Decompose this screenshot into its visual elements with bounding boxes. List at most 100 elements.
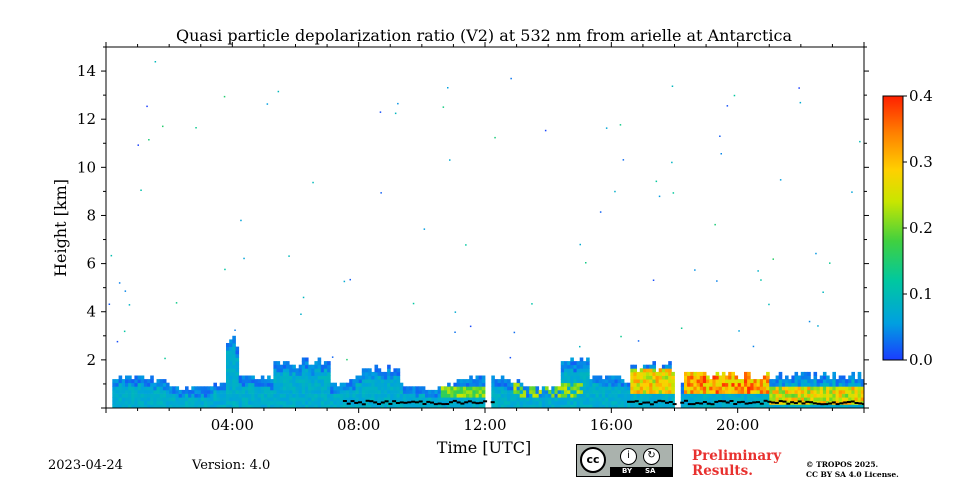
heatmap-cell <box>665 382 669 387</box>
heatmap-cell <box>380 375 385 380</box>
heatmap-cell <box>229 386 233 391</box>
low-signal-marker <box>778 400 783 403</box>
sparse-return <box>815 252 817 255</box>
heatmap-cell <box>646 393 650 398</box>
heatmap-cell <box>800 386 805 391</box>
heatmap-cell <box>557 404 562 408</box>
heatmap-cell <box>582 389 587 394</box>
heatmap-cell <box>121 389 126 394</box>
x-axis: 04:00 08:00 12:00 16:00 20:00 <box>105 42 865 434</box>
heatmap-cell <box>137 386 142 391</box>
sparse-return <box>738 330 740 332</box>
heatmap-cell <box>478 379 483 384</box>
heatmap-cell <box>365 393 369 398</box>
heatmap-cell <box>292 371 296 376</box>
heatmap-cell <box>649 393 653 398</box>
heatmap-cell <box>166 389 170 394</box>
heatmap-cell <box>226 353 230 358</box>
heatmap-cell <box>687 397 691 402</box>
heatmap-cell <box>554 389 559 394</box>
heatmap-cell <box>273 375 277 380</box>
heatmap-cell <box>377 400 382 405</box>
heatmap-cell <box>320 400 325 405</box>
heatmap-cell <box>854 389 859 394</box>
heatmap-cell <box>226 361 230 366</box>
heatmap-cell <box>715 382 720 387</box>
heatmap-cell <box>690 404 694 408</box>
low-signal-marker <box>456 401 461 404</box>
heatmap-cell <box>687 382 691 387</box>
heatmap-cell <box>305 397 309 402</box>
heatmap-cell <box>377 386 382 391</box>
heatmap-cell <box>756 382 761 387</box>
sparse-return <box>465 244 467 246</box>
heatmap-cell <box>270 389 274 394</box>
heatmap-cell <box>788 393 792 398</box>
heatmap-cell <box>665 397 669 402</box>
heatmap-cell <box>788 397 792 402</box>
heatmap-cell <box>333 382 337 387</box>
heatmap-cell <box>564 386 568 391</box>
heatmap-cell <box>308 397 312 402</box>
heatmap-cell <box>567 371 571 376</box>
heatmap-cell <box>361 386 366 391</box>
heatmap-cell <box>342 386 347 391</box>
heatmap-cell <box>453 393 457 398</box>
heatmap-cell <box>728 375 732 380</box>
heatmap-cell <box>636 379 641 384</box>
heatmap-cell <box>718 386 723 391</box>
heatmap-cell <box>649 386 653 391</box>
heatmap-cell <box>519 389 524 394</box>
heatmap-cell <box>447 400 451 405</box>
heatmap-cell <box>560 375 565 380</box>
heatmap-cell <box>794 375 799 380</box>
heatmap-cell <box>390 382 394 387</box>
heatmap-cell <box>150 386 154 391</box>
heatmap-cell <box>750 404 754 408</box>
sparse-return <box>720 153 722 155</box>
heatmap-cell <box>472 382 476 387</box>
heatmap-cell <box>327 397 331 402</box>
heatmap-cell <box>263 404 268 408</box>
heatmap-cell <box>579 397 584 402</box>
heatmap-cell <box>696 397 701 402</box>
heatmap-cell <box>232 343 236 347</box>
heatmap-cell <box>753 397 758 402</box>
sparse-return <box>164 357 166 360</box>
heatmap-cell <box>702 375 707 380</box>
heatmap-cell <box>156 389 161 394</box>
heatmap-cell <box>601 379 606 384</box>
heatmap-cell <box>848 375 852 380</box>
heatmap-cell <box>314 379 318 384</box>
heatmap-cell <box>229 364 233 369</box>
heatmap-cell <box>592 379 596 384</box>
heatmap-cell <box>642 371 647 376</box>
heatmap-cell <box>519 382 524 387</box>
heatmap-cell <box>560 397 565 402</box>
heatmap-cell <box>352 397 356 402</box>
heatmap-cell <box>118 382 123 387</box>
heatmap-cell <box>731 382 735 387</box>
heatmap-cell <box>810 386 814 391</box>
heatmap-cell <box>630 389 634 394</box>
sparse-return <box>148 139 150 141</box>
heatmap-cell <box>639 397 644 402</box>
heatmap-cell <box>447 382 451 387</box>
heatmap-cell <box>819 379 824 384</box>
heatmap-cell <box>241 375 246 380</box>
heatmap-cell <box>181 397 186 402</box>
heatmap-cell <box>655 379 660 384</box>
heatmap-cell <box>425 397 429 402</box>
heatmap-cell <box>166 400 170 405</box>
heatmap-cell <box>112 404 116 408</box>
heatmap-cell <box>791 375 795 380</box>
heatmap-cell <box>431 393 435 398</box>
heatmap-cell <box>680 393 685 398</box>
heatmap-cell <box>548 393 552 398</box>
heatmap-cell <box>668 379 672 384</box>
heatmap-cell <box>661 389 666 394</box>
heatmap-cell <box>352 393 356 398</box>
heatmap-cell <box>121 397 126 402</box>
heatmap-cell <box>845 393 849 398</box>
heatmap-cell <box>175 404 180 408</box>
